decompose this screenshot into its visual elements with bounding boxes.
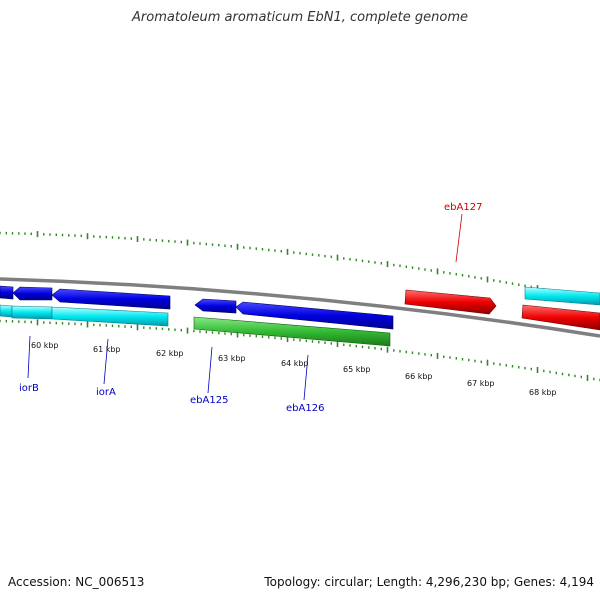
reverse-strand-track bbox=[0, 285, 394, 330]
blue-cds-2[interactable] bbox=[12, 286, 53, 301]
cyan-cds-3[interactable] bbox=[51, 306, 169, 327]
scale-label-62: 62 kbp bbox=[156, 349, 184, 358]
blue-cds-4[interactable] bbox=[194, 298, 237, 314]
scale-label-65: 65 kbp bbox=[343, 365, 371, 374]
gene-label-eba125[interactable]: ebA125 bbox=[190, 395, 228, 406]
inner-tick-track bbox=[0, 319, 600, 382]
scale-label-68: 68 kbp bbox=[529, 388, 557, 397]
gene-labels: iorB iorA ebA125 ebA126 ebA127 bbox=[19, 202, 482, 414]
cyan-cds-2[interactable] bbox=[11, 305, 53, 320]
blue-cds-3[interactable] bbox=[51, 288, 171, 310]
cyan-cds-4[interactable] bbox=[524, 286, 600, 306]
scale-label-63: 63 kbp bbox=[218, 354, 246, 363]
scale-label-60: 60 kbp bbox=[31, 341, 59, 350]
blue-cds-5[interactable] bbox=[235, 301, 394, 330]
scale-label-64: 64 kbp bbox=[281, 359, 309, 368]
red-cds-1[interactable] bbox=[404, 289, 497, 315]
accession-label: Accession: NC_006513 bbox=[8, 575, 145, 589]
green-cds-1[interactable] bbox=[193, 316, 391, 347]
map-title: Aromatoleum aromaticum EbN1, complete ge… bbox=[132, 10, 468, 25]
genome-summary: Topology: circular; Length: 4,296,230 bp… bbox=[264, 575, 594, 589]
red-cds-2[interactable] bbox=[521, 304, 600, 331]
gene-label-eba126[interactable]: ebA126 bbox=[286, 403, 324, 414]
gene-label-eba127[interactable]: ebA127 bbox=[444, 202, 482, 213]
genome-backbone bbox=[0, 277, 600, 338]
scale-label-67: 67 kbp bbox=[467, 379, 495, 388]
cyan-cds-1[interactable] bbox=[0, 304, 13, 318]
gene-leader-lines bbox=[27, 213, 463, 401]
forward-strand-track bbox=[0, 286, 600, 347]
scale-label-66: 66 kbp bbox=[405, 372, 433, 381]
blue-cds-1[interactable] bbox=[0, 285, 14, 300]
gene-label-iora[interactable]: iorA bbox=[96, 387, 116, 398]
gene-label-iorb[interactable]: iorB bbox=[19, 383, 39, 394]
